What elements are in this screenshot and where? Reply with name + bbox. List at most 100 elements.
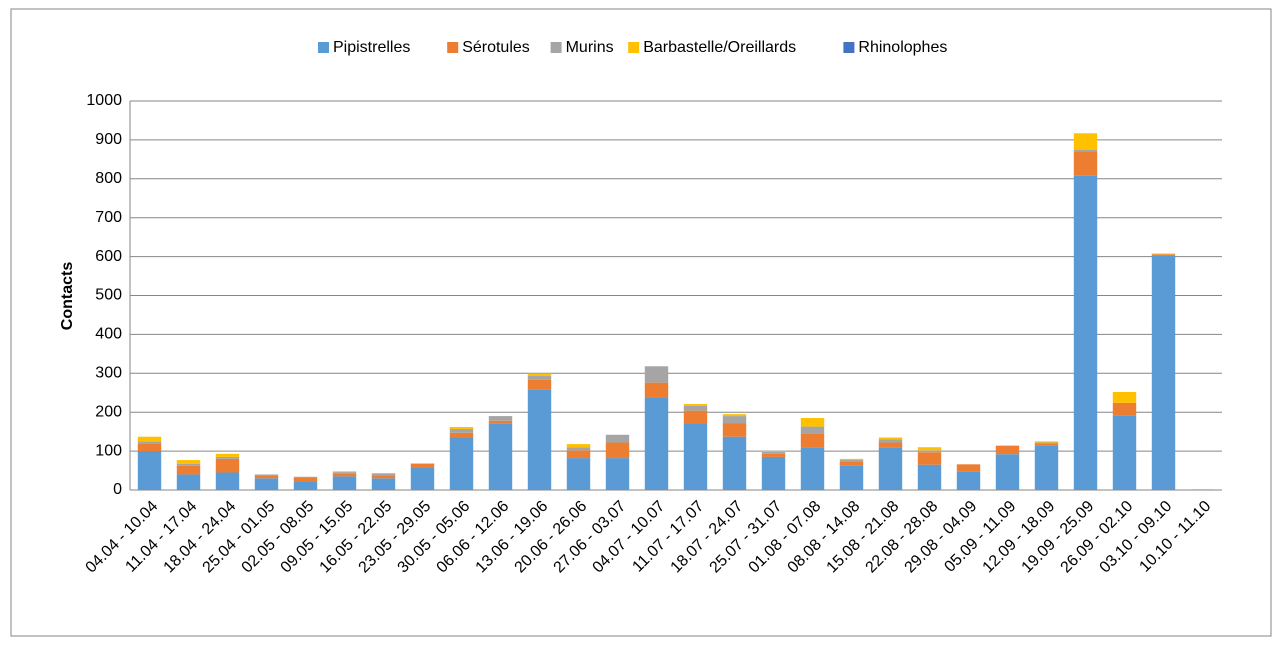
bar-segment — [879, 439, 902, 442]
bar-segment — [1113, 403, 1136, 415]
bar-segment — [957, 471, 980, 490]
y-tick-label: 700 — [95, 209, 122, 226]
bar-segment — [1074, 152, 1097, 176]
bar-segment — [450, 429, 473, 433]
legend-label: Rhinolophes — [858, 39, 947, 56]
bar-segment — [879, 437, 902, 439]
bar-segment — [684, 411, 707, 423]
bar-segment — [216, 457, 239, 459]
legend-swatch — [318, 42, 329, 53]
bar-segment — [1152, 254, 1175, 255]
y-tick-label: 300 — [95, 365, 122, 382]
bar-segment — [567, 450, 590, 458]
bar-segment — [177, 464, 200, 466]
bar-segment — [762, 452, 785, 454]
bar-segment — [528, 390, 551, 490]
bar-segment — [177, 460, 200, 464]
bar-segment — [801, 434, 824, 448]
bar-segment — [372, 475, 395, 478]
bar-segment — [489, 424, 512, 490]
bar-segment — [1074, 133, 1097, 149]
y-tick-label: 600 — [95, 248, 122, 265]
bar-segment — [1035, 443, 1058, 444]
bar-segment — [762, 457, 785, 490]
legend-label: Murins — [566, 39, 614, 56]
bar-segment — [762, 454, 785, 457]
y-tick-label: 500 — [95, 287, 122, 304]
bar-segment — [333, 471, 356, 472]
bar-segment — [450, 433, 473, 438]
legend-label: Barbastelle/Oreillards — [643, 39, 796, 56]
bar-segment — [177, 474, 200, 490]
bar-segment — [294, 481, 317, 490]
bar-segment — [918, 465, 941, 490]
bar-segment — [723, 414, 746, 416]
bar-segment — [762, 451, 785, 452]
y-tick-label: 400 — [95, 326, 122, 343]
bar-segment — [840, 462, 863, 466]
bar-segment — [645, 383, 668, 398]
bar-segment — [684, 406, 707, 411]
bar-segment — [216, 472, 239, 490]
bar-segment — [567, 444, 590, 447]
bar-segment — [840, 459, 863, 460]
bar-segment — [177, 466, 200, 475]
y-tick-label: 100 — [95, 442, 122, 459]
bar-segment — [138, 443, 161, 451]
bar-segment — [450, 437, 473, 490]
bar-segment — [996, 446, 1019, 455]
y-tick-label: 800 — [95, 170, 122, 187]
y-axis-label: Contacts — [59, 262, 76, 331]
bar-segment — [684, 423, 707, 490]
bar-segment — [606, 458, 629, 490]
bar-segment — [1113, 415, 1136, 490]
bar-segment — [1035, 445, 1058, 490]
bar-segment — [606, 443, 629, 459]
bar-segment — [450, 427, 473, 429]
bar-segment — [918, 452, 941, 464]
bar-segment — [723, 416, 746, 423]
bar-segment — [372, 473, 395, 475]
bar-segment — [333, 473, 356, 476]
bar-segment — [606, 435, 629, 443]
legend-swatch — [447, 42, 458, 53]
y-tick-label: 1000 — [86, 92, 122, 109]
bar-segment — [645, 366, 668, 382]
legend-label: Pipistrelles — [333, 39, 410, 56]
bar-segment — [528, 376, 551, 380]
bar-segment — [294, 478, 317, 482]
bar-segment — [333, 476, 356, 490]
legend-swatch — [628, 42, 639, 53]
bar-segment — [918, 450, 941, 452]
bar-segment — [411, 467, 434, 490]
bar-segment — [216, 454, 239, 457]
bar-segment — [1113, 392, 1136, 403]
bar-segment — [138, 441, 161, 443]
bar-segment — [567, 458, 590, 490]
legend-swatch — [843, 42, 854, 53]
bar-segment — [255, 478, 278, 490]
bar-segment — [801, 418, 824, 427]
y-tick-label: 200 — [95, 403, 122, 420]
bar-segment — [333, 472, 356, 473]
bar-segment — [138, 451, 161, 490]
bar-segment — [567, 447, 590, 450]
bar-segment — [723, 423, 746, 437]
bar-segment — [372, 478, 395, 490]
bar-segment — [255, 474, 278, 475]
bar-segment — [918, 447, 941, 450]
bar-segment — [528, 373, 551, 376]
bar-segment — [840, 466, 863, 490]
bar-segment — [294, 477, 317, 478]
legend-swatch — [551, 42, 562, 53]
bar-segment — [840, 460, 863, 462]
bar-segment — [996, 454, 1019, 490]
bar-segment — [528, 380, 551, 390]
bar-segment — [216, 459, 239, 473]
y-tick-label: 0 — [113, 481, 122, 498]
bar-segment — [879, 443, 902, 448]
bar-segment — [879, 447, 902, 490]
bar-segment — [801, 447, 824, 490]
bar-segment — [255, 475, 278, 478]
bar-segment — [1152, 253, 1175, 254]
